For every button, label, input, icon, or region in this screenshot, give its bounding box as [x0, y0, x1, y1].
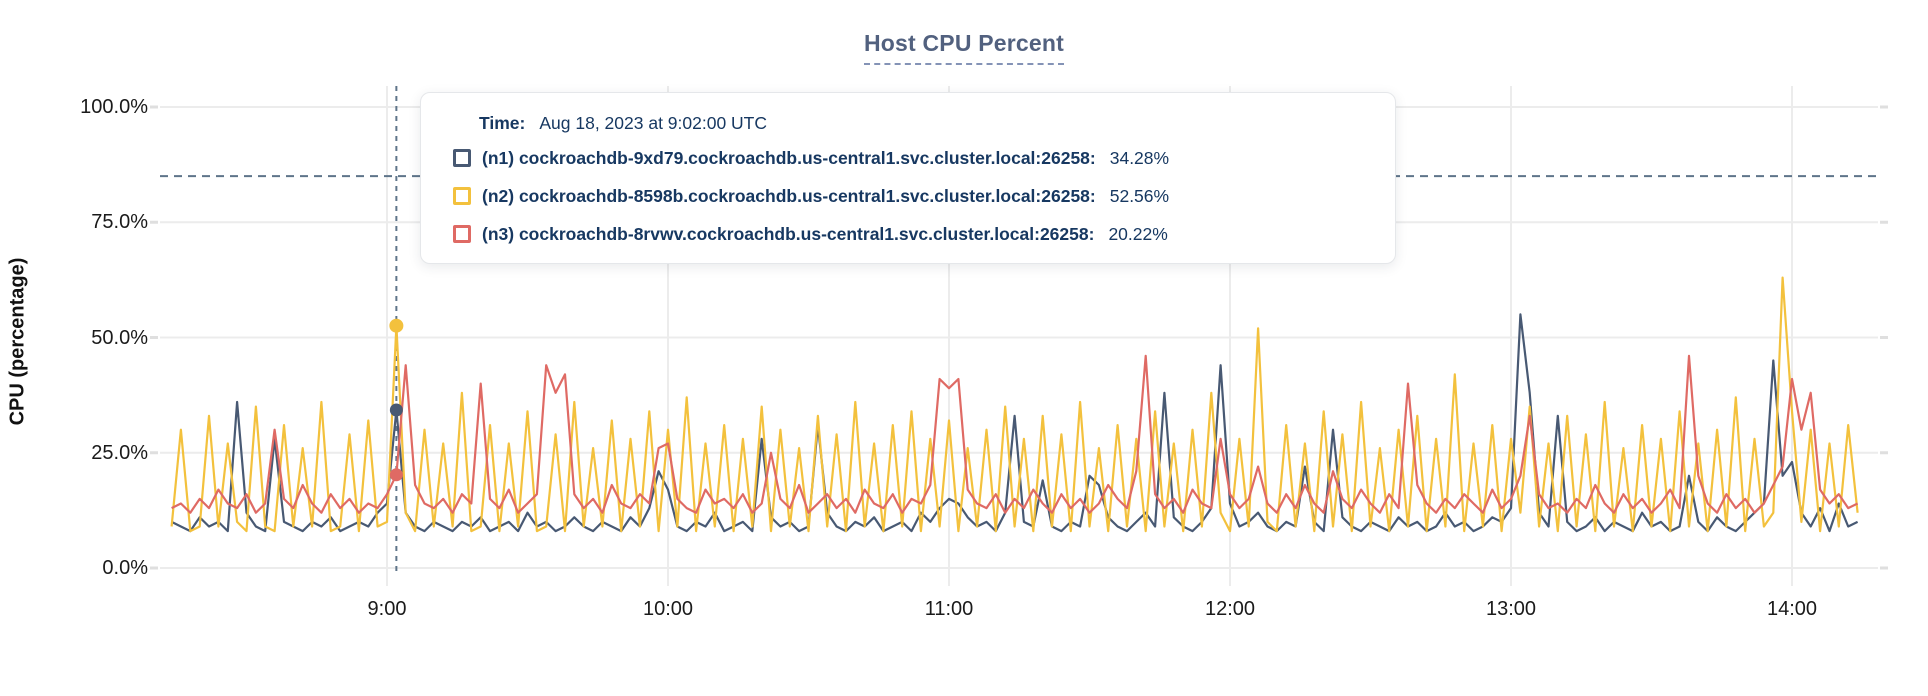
x-tick-label: 14:00	[1766, 598, 1818, 620]
tooltip-series-label: (n1) cockroachdb-9xd79.cockroachdb.us-ce…	[482, 147, 1096, 168]
series-swatch-icon	[453, 225, 471, 243]
hover-point-n1	[389, 403, 403, 417]
tooltip-series-value: 20.22%	[1108, 223, 1168, 244]
tooltip-row-n2: (n2) cockroachdb-8598b.cockroachdb.us-ce…	[421, 177, 1395, 215]
tooltip-series-value: 52.56%	[1109, 185, 1170, 206]
y-tick-label: 50.0%	[91, 326, 148, 349]
chart-title-wrap: Host CPU Percent	[0, 30, 1928, 65]
x-tick-label: 10:00	[642, 598, 694, 620]
tooltip-row-n3: (n3) cockroachdb-8rvwv.cockroachdb.us-ce…	[421, 215, 1395, 253]
hover-tooltip: Time: Aug 18, 2023 at 9:02:00 UTC (n1) c…	[420, 92, 1396, 264]
series-swatch-icon	[453, 149, 471, 167]
tooltip-row-n1: (n1) cockroachdb-9xd79.cockroachdb.us-ce…	[421, 139, 1395, 177]
tooltip-series-label: (n3) cockroachdb-8rvwv.cockroachdb.us-ce…	[482, 223, 1095, 244]
y-tick-label: 100.0%	[80, 96, 148, 118]
tooltip-time-row: Time: Aug 18, 2023 at 9:02:00 UTC	[421, 107, 1395, 139]
x-tick-label: 12:00	[1204, 598, 1256, 620]
y-tick-label: 0.0%	[102, 557, 148, 579]
series-line-n3	[171, 354, 1859, 514]
tooltip-series-rows: (n1) cockroachdb-9xd79.cockroachdb.us-ce…	[421, 139, 1395, 253]
series-swatch-icon	[453, 187, 471, 205]
tooltip-series-label: (n2) cockroachdb-8598b.cockroachdb.us-ce…	[482, 185, 1096, 206]
hover-point-n2	[389, 318, 404, 333]
series-line-n2	[170, 276, 1859, 533]
hover-point-n3	[389, 468, 403, 482]
series-line-n1	[171, 313, 1859, 533]
tooltip-time-label: Time:	[479, 112, 526, 133]
y-tick-label: 75.0%	[91, 211, 148, 234]
x-tick-label: 11:00	[924, 598, 974, 620]
chart-title: Host CPU Percent	[863, 30, 1065, 65]
x-tick-label: 9:00	[367, 598, 407, 620]
x-tick-label: 13:00	[1485, 598, 1537, 620]
tooltip-series-value: 34.28%	[1109, 147, 1170, 168]
tooltip-time-value: Aug 18, 2023 at 9:02:00 UTC	[539, 112, 768, 133]
y-tick-label: 25.0%	[91, 441, 148, 464]
